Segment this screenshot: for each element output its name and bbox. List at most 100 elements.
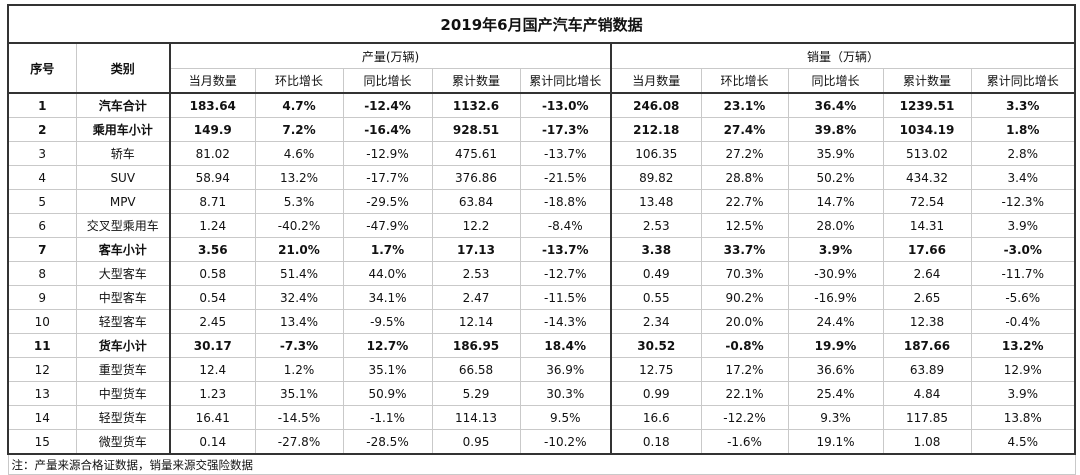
sales-cell: 434.32 <box>882 165 972 190</box>
production-cell: 13.4% <box>254 309 344 334</box>
sales-cell: 0.18 <box>610 429 702 455</box>
sales-cell: 187.66 <box>882 333 972 358</box>
sales-cell: 22.7% <box>700 189 789 214</box>
production-cell: -29.5% <box>342 189 433 214</box>
sales-cell: 12.75 <box>610 357 702 382</box>
sales-cell: 28.8% <box>700 165 789 190</box>
sales-cell: 3.9% <box>970 213 1076 238</box>
row-category: 汽车合计 <box>75 92 171 118</box>
table-title: 2019年6月国产汽车产销数据 <box>7 4 1076 44</box>
sales-cell: 23.1% <box>700 92 789 118</box>
production-cell: 8.71 <box>169 189 256 214</box>
sales-cell: -0.8% <box>700 333 789 358</box>
production-cell: -21.5% <box>519 165 612 190</box>
production-cell: 2.47 <box>431 285 521 310</box>
row-seq: 3 <box>7 141 77 166</box>
sales-cell: 13.8% <box>970 405 1076 430</box>
header-production-group: 产量(万辆) <box>169 42 612 69</box>
production-cell: 376.86 <box>431 165 521 190</box>
table-row: 9 中型客车 0.54 32.4% 34.1% 2.47 -11.5% 0.55 90.2% -1… <box>7 285 1076 310</box>
sales-cell: 36.6% <box>787 357 884 382</box>
header-sales-group: 销量（万辆） <box>610 42 1076 69</box>
row-seq: 4 <box>7 165 77 190</box>
production-cell: -12.4% <box>342 92 433 118</box>
production-cell: 4.7% <box>254 92 344 118</box>
table-row: 13 中型货车 1.23 35.1% 50.9% 5.29 30.3% 0.99 22.1% 25… <box>7 381 1076 406</box>
sales-cell: 33.7% <box>700 237 789 262</box>
header-production-col: 环比增长 <box>254 68 344 94</box>
table-row: 15 微型货车 0.14 -27.8% -28.5% 0.95 -10.2% 0.18 -1.6… <box>7 429 1076 455</box>
table-row: 10 轻型客车 2.45 13.4% -9.5% 12.14 -14.3% 2.34 20.0%… <box>7 309 1076 334</box>
row-category: 轿车 <box>75 141 171 166</box>
sales-cell: 117.85 <box>882 405 972 430</box>
production-cell: 4.6% <box>254 141 344 166</box>
sales-cell: 0.99 <box>610 381 702 406</box>
sales-cell: 0.55 <box>610 285 702 310</box>
production-cell: -14.3% <box>519 309 612 334</box>
row-seq: 5 <box>7 189 77 214</box>
sales-cell: 4.84 <box>882 381 972 406</box>
row-category: 乘用车小计 <box>75 117 171 142</box>
production-cell: 34.1% <box>342 285 433 310</box>
row-seq: 14 <box>7 405 77 430</box>
production-cell: 1.24 <box>169 213 256 238</box>
sales-cell: 0.49 <box>610 261 702 286</box>
sales-cell: 16.6 <box>610 405 702 430</box>
row-category: 轻型货车 <box>75 405 171 430</box>
sales-cell: 72.54 <box>882 189 972 214</box>
header-category: 类别 <box>75 42 171 94</box>
sales-cell: 3.38 <box>610 237 702 262</box>
production-cell: 2.45 <box>169 309 256 334</box>
sales-cell: -11.7% <box>970 261 1076 286</box>
header-sales-col: 累计数量 <box>882 68 972 94</box>
sales-cell: 106.35 <box>610 141 702 166</box>
production-cell: -7.3% <box>254 333 344 358</box>
sales-cell: -16.9% <box>787 285 884 310</box>
sales-cell: 24.4% <box>787 309 884 334</box>
sales-cell: 3.9% <box>970 381 1076 406</box>
production-cell: 183.64 <box>169 92 256 118</box>
production-cell: 58.94 <box>169 165 256 190</box>
sales-cell: 13.48 <box>610 189 702 214</box>
production-cell: 186.95 <box>431 333 521 358</box>
sales-cell: 27.4% <box>700 117 789 142</box>
production-cell: 12.14 <box>431 309 521 334</box>
row-seq: 7 <box>7 237 77 262</box>
header-sales-col: 累计同比增长 <box>970 68 1076 94</box>
production-cell: 50.9% <box>342 381 433 406</box>
table-row: 6 交叉型乘用车 1.24 -40.2% -47.9% 12.2 -8.4% 2.53 12.5… <box>7 213 1076 238</box>
production-cell: 18.4% <box>519 333 612 358</box>
sales-cell: 50.2% <box>787 165 884 190</box>
production-cell: -13.0% <box>519 92 612 118</box>
row-category: 中型客车 <box>75 285 171 310</box>
sales-cell: 1.8% <box>970 117 1076 142</box>
sales-cell: -1.6% <box>700 429 789 455</box>
production-cell: 81.02 <box>169 141 256 166</box>
header-production-col: 累计数量 <box>431 68 521 94</box>
production-cell: -12.7% <box>519 261 612 286</box>
sales-cell: 1239.51 <box>882 92 972 118</box>
table-row: 7 客车小计 3.56 21.0% 1.7% 17.13 -13.7% 3.38 33.7% 3.… <box>7 237 1076 262</box>
header-sales-col: 同比增长 <box>787 68 884 94</box>
sales-cell: 25.4% <box>787 381 884 406</box>
sales-cell: 246.08 <box>610 92 702 118</box>
table-row: 5 MPV 8.71 5.3% -29.5% 63.84 -18.8% 13.48 22.7% 1… <box>7 189 1076 214</box>
table-row: 11 货车小计 30.17 -7.3% 12.7% 186.95 18.4% 30.52 -0.… <box>7 333 1076 358</box>
production-cell: 149.9 <box>169 117 256 142</box>
table-note: 注：产量来源合格证数据，销量来源交强险数据 <box>7 453 1076 475</box>
production-cell: 0.54 <box>169 285 256 310</box>
header-production-col: 当月数量 <box>169 68 256 94</box>
sales-cell: -12.2% <box>700 405 789 430</box>
sales-cell: 212.18 <box>610 117 702 142</box>
sales-cell: 17.66 <box>882 237 972 262</box>
header-sales-col: 环比增长 <box>700 68 789 94</box>
sales-cell: -3.0% <box>970 237 1076 262</box>
production-cell: 1.2% <box>254 357 344 382</box>
production-cell: 0.95 <box>431 429 521 455</box>
production-cell: -13.7% <box>519 141 612 166</box>
production-cell: 30.17 <box>169 333 256 358</box>
table-row: 12 重型货车 12.4 1.2% 35.1% 66.58 36.9% 12.75 17.2% 3… <box>7 357 1076 382</box>
production-cell: 36.9% <box>519 357 612 382</box>
production-cell: -17.7% <box>342 165 433 190</box>
production-cell: -14.5% <box>254 405 344 430</box>
